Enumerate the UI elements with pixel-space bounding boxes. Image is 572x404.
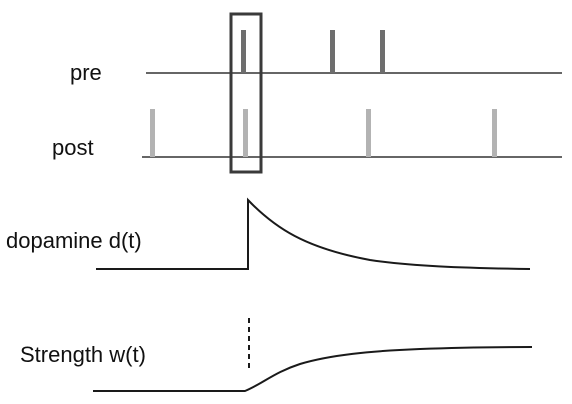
- pre-spike: [330, 30, 335, 73]
- pre-spike: [380, 30, 385, 73]
- post-spike: [243, 109, 248, 157]
- post-spike: [150, 109, 155, 157]
- pairing-highlight-box: [229, 12, 263, 174]
- post-spike: [366, 109, 371, 157]
- dopamine-label: dopamine d(t): [6, 228, 142, 253]
- dopamine-trace: [96, 197, 531, 270]
- pre-spike: [241, 30, 246, 73]
- pre-label: pre: [70, 60, 102, 85]
- post-spike: [492, 109, 497, 157]
- post-label: post: [52, 135, 94, 160]
- strength-label: Strength w(t): [20, 342, 146, 367]
- strength-trace: [93, 346, 533, 392]
